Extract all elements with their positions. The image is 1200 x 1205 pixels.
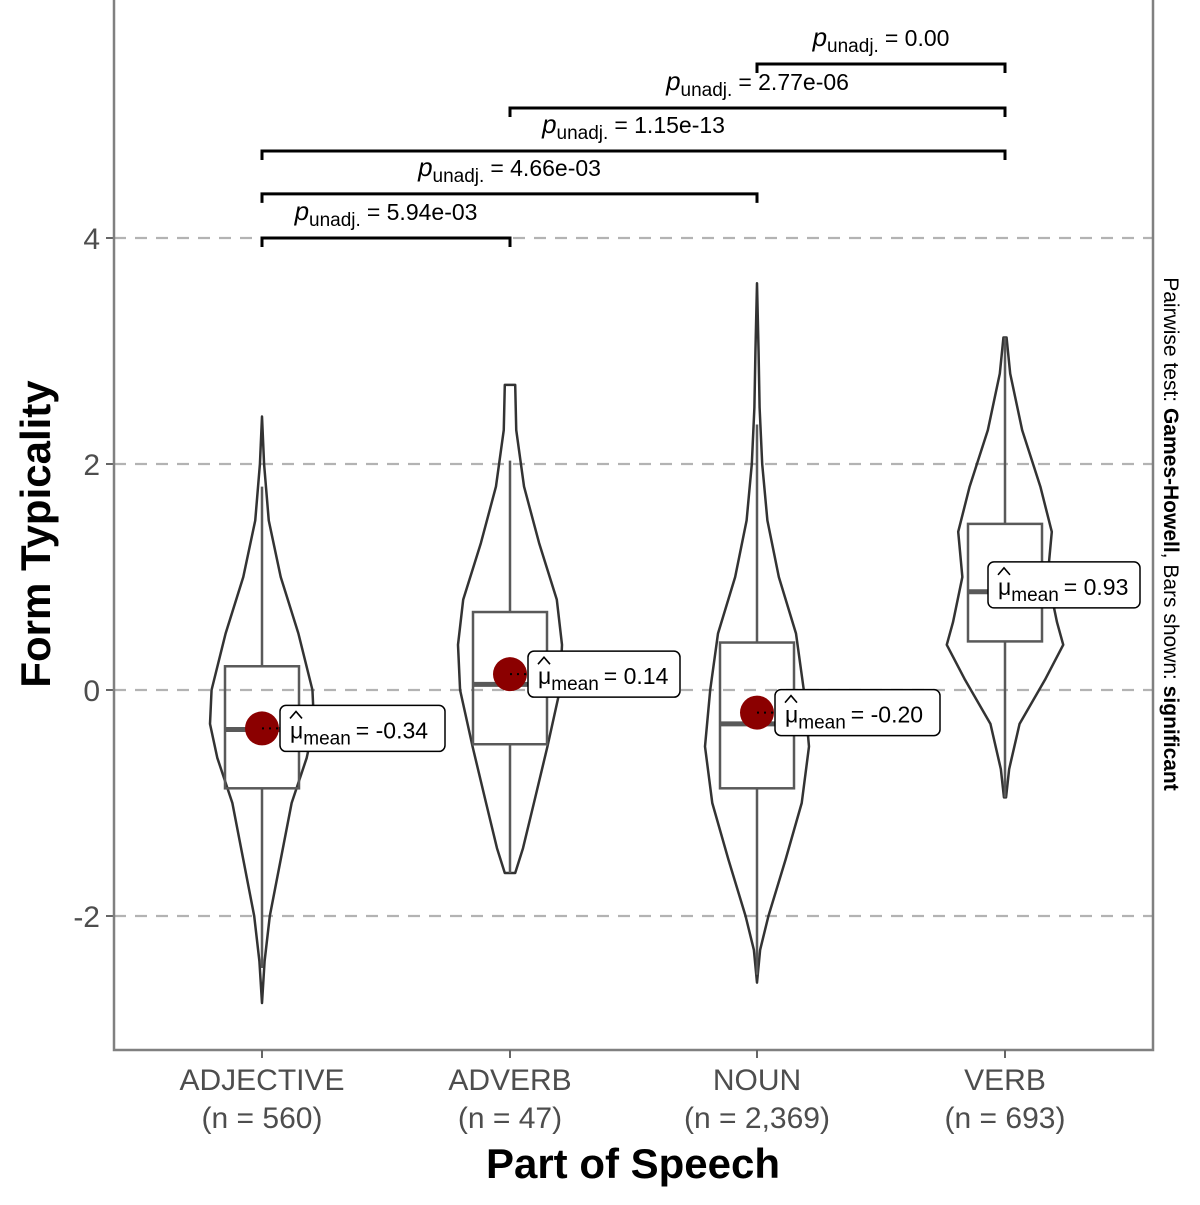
p-value-label: punadj. = 2.77e-06 <box>665 66 849 101</box>
comparison-bracket <box>260 236 512 247</box>
p-subscript: unadj. <box>433 166 485 187</box>
x-tick-label: ADJECTIVE <box>179 1064 344 1097</box>
y-axis-title: Form Typicality <box>12 380 59 688</box>
violin-group-adverb: μmean = 0.14 <box>456 383 681 875</box>
y-tick-label: -2 <box>73 901 100 934</box>
x-tick-n-label: (n = 2,369) <box>684 1102 830 1135</box>
comparison-bracket <box>260 149 1007 160</box>
x-tick-label: NOUN <box>713 1064 801 1097</box>
y-tick-label: 2 <box>83 449 100 482</box>
subtitle-prefix: Pairwise test: <box>1159 277 1182 408</box>
mean-subscript: mean <box>303 728 351 749</box>
p-value-label: punadj. = 4.66e-03 <box>417 152 601 187</box>
mean-value: = -0.20 <box>851 702 923 728</box>
p-value: = 5.94e-03 <box>367 199 478 225</box>
violin-group-noun: μmean = -0.20 <box>703 281 941 984</box>
subtitle: Pairwise test: Games-Howell, Bars shown:… <box>1159 277 1182 791</box>
violin-group-adjective: μmean = -0.34 <box>208 415 446 1005</box>
mean-symbol: μ <box>290 717 303 743</box>
mean-label-box <box>774 688 941 737</box>
p-subscript: unadj. <box>827 36 879 57</box>
y-tick-label: 0 <box>83 675 100 708</box>
x-tick-label: ADVERB <box>448 1064 571 1097</box>
axes: -2 0 2 4 ADJECTIVE (n = 560) ADVERB (n = 47) NOU… <box>73 0 1155 1135</box>
mean-value: = 0.93 <box>1064 574 1129 600</box>
p-value-label: punadj. = 5.94e-03 <box>294 196 478 231</box>
p-symbol: p <box>812 22 827 52</box>
x-tick-label: VERB <box>964 1064 1046 1097</box>
panel-border <box>112 0 1155 1052</box>
subtitle-middle: , Bars shown: <box>1159 553 1182 686</box>
comparison-bracket <box>508 106 1007 118</box>
p-subscript: unadj. <box>557 123 609 144</box>
p-value: = 2.77e-06 <box>738 69 849 95</box>
p-value: = 4.66e-03 <box>490 155 601 181</box>
mean-symbol: μ <box>538 663 551 689</box>
hat-icon <box>289 710 303 719</box>
mean-label: μmean = -0.34 <box>290 717 428 749</box>
p-symbol: p <box>294 196 309 226</box>
p-subscript: unadj. <box>309 210 361 231</box>
mean-symbol: μ <box>785 702 798 728</box>
violin-shape <box>456 383 564 875</box>
p-value: = 0.00 <box>885 25 950 51</box>
mean-symbol: μ <box>998 574 1011 600</box>
p-symbol: p <box>541 109 556 139</box>
subtitle-shown: significant <box>1159 686 1182 791</box>
hat-icon <box>537 655 551 665</box>
mean-label-box <box>527 650 681 698</box>
mean-label-box <box>987 561 1141 609</box>
violin-group-verb: μmean = 0.93 <box>945 336 1141 799</box>
p-symbol: p <box>665 66 680 96</box>
p-value-label: punadj. = 0.00 <box>812 22 950 57</box>
x-tick-n-label: (n = 47) <box>458 1102 562 1135</box>
y-tick-label: 4 <box>83 223 100 256</box>
p-subscript: unadj. <box>681 80 733 101</box>
x-axis-title: Part of Speech <box>486 1140 780 1187</box>
p-symbol: p <box>417 152 432 182</box>
mean-value: = 0.14 <box>604 663 669 689</box>
p-value: = 1.15e-13 <box>614 112 725 138</box>
hat-icon <box>997 566 1011 576</box>
comparison-bracket <box>260 192 759 203</box>
mean-subscript: mean <box>1011 585 1059 606</box>
x-tick-n-label: (n = 693) <box>945 1102 1066 1135</box>
mean-subscript: mean <box>551 674 599 695</box>
comparison-bracket <box>755 62 1007 73</box>
mean-value: = -0.34 <box>356 717 428 743</box>
subtitle-test: Games-Howell <box>1159 408 1182 553</box>
mean-label: μmean = 0.14 <box>538 663 669 695</box>
mean-subscript: mean <box>798 713 846 734</box>
p-value-label: punadj. = 1.15e-13 <box>541 109 725 144</box>
x-tick-n-label: (n = 560) <box>202 1102 323 1135</box>
violin-shape <box>703 281 811 984</box>
mean-label: μmean = 0.93 <box>998 574 1128 606</box>
violin-shape <box>208 415 316 1005</box>
mean-label: μmean = -0.20 <box>785 702 923 734</box>
hat-icon <box>784 694 798 704</box>
mean-label-box <box>279 704 446 753</box>
